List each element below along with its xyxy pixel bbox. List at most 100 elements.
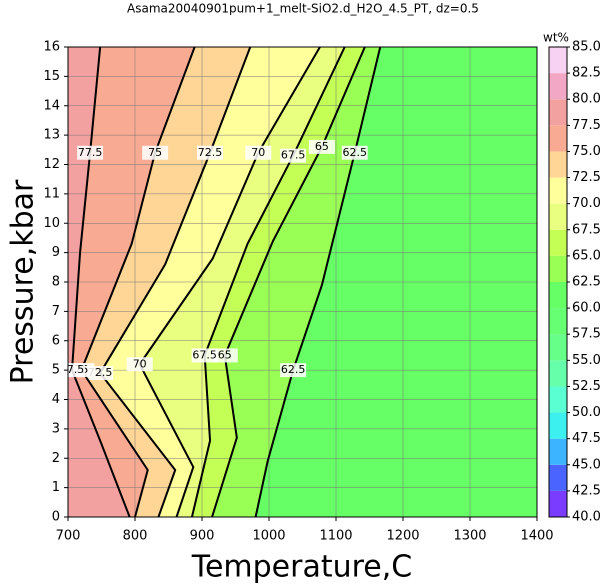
colorbar-swatch — [549, 308, 567, 335]
y-tick-label: 0 — [52, 510, 60, 525]
y-tick-label: 11 — [43, 186, 60, 201]
y-tick-label: 4 — [52, 392, 60, 407]
y-tick-label: 2 — [52, 451, 60, 466]
contour-label-bg — [211, 348, 238, 363]
colorbar-swatch — [549, 386, 567, 413]
colorbar-swatch — [549, 203, 567, 230]
colorbar-swatch — [549, 255, 567, 282]
colorbar-tick-label: 55.0 — [572, 353, 601, 368]
contour-line — [138, 47, 321, 517]
contour-line — [98, 47, 252, 517]
contour-label: 70 — [133, 357, 147, 370]
x-axis-label: Temperature,C — [191, 550, 413, 585]
y-tick-label: 1 — [52, 480, 60, 495]
colorbar-tick-label: 70.0 — [572, 196, 601, 211]
colorbar-swatch — [549, 125, 567, 152]
x-tick-label: 800 — [123, 529, 148, 544]
x-tick-label: 900 — [190, 529, 215, 544]
chart-title: Asama20040901pum+1_melt-SiO2.d_H2O_4.5_P… — [127, 2, 479, 16]
y-tick-label: 5 — [52, 363, 60, 378]
colorbar-swatch — [549, 73, 567, 100]
contour-label-bg — [68, 363, 86, 378]
contour-line — [190, 47, 346, 517]
contour-label: 77.5 — [60, 363, 85, 376]
y-tick-label: 8 — [52, 275, 60, 290]
contour-label: 65 — [315, 140, 329, 153]
colorbar-tick-label: 57.5 — [572, 327, 601, 342]
colorbar-tick-label: 85.0 — [572, 40, 601, 55]
colorbar-swatch — [549, 229, 567, 256]
y-tick-label: 6 — [52, 333, 60, 348]
contour-label-bg — [308, 139, 335, 154]
y-tick-label: 14 — [43, 98, 60, 113]
y-tick-label: 16 — [43, 40, 60, 55]
colorbar-tick-label: 52.5 — [572, 379, 601, 394]
contour-label-bg — [197, 145, 224, 160]
colorbar-tick-label: 47.5 — [572, 431, 601, 446]
contour-label: 77.5 — [78, 146, 103, 159]
y-tick-label: 7 — [52, 304, 60, 319]
contour-line — [211, 47, 366, 517]
contour-label-bg — [77, 145, 104, 160]
colorbar-tick-label: 40.0 — [572, 510, 601, 525]
contour-label-bg — [191, 348, 218, 363]
contour-label: 70 — [251, 146, 265, 159]
contour-line — [71, 47, 131, 517]
colorbar-tick-label: 80.0 — [572, 92, 601, 107]
contour-label-bg — [245, 145, 272, 160]
colorbar-tick-label: 65.0 — [572, 248, 601, 263]
colorbar-tick-label: 42.5 — [572, 483, 601, 498]
colorbar-swatch — [549, 360, 567, 387]
colorbar-swatch — [549, 464, 567, 491]
x-tick-label: 700 — [56, 529, 81, 544]
colorbar-tick-label: 50.0 — [572, 405, 601, 420]
colorbar-tick-label: 67.5 — [572, 222, 601, 237]
y-tick-label: 13 — [43, 128, 60, 143]
contour-label-bg — [341, 145, 368, 160]
x-tick-label: 1400 — [520, 529, 553, 544]
colorbar-swatch — [549, 334, 567, 361]
colorbar-swatch — [549, 490, 567, 517]
contour-label-bg — [280, 148, 307, 163]
y-axis-label: Pressure,kbar — [6, 179, 41, 384]
colorbar-swatch — [549, 151, 567, 178]
y-tick-label: 15 — [43, 69, 60, 84]
colorbar-tick-label: 45.0 — [572, 457, 601, 472]
colorbar-tick-label: 77.5 — [572, 118, 601, 133]
colorbar-swatch — [549, 47, 567, 74]
contour-label-bg — [142, 145, 169, 160]
colorbar-swatch — [549, 282, 567, 309]
colorbar-label: wt% — [543, 31, 569, 45]
x-tick-label: 1300 — [453, 529, 486, 544]
contour-line — [254, 47, 382, 517]
contour-label: 62.5 — [281, 363, 306, 376]
plot-area: 62.562.5656567.567.5707072.572.5757577.5… — [60, 47, 537, 517]
colorbar-tick-label: 60.0 — [572, 301, 601, 316]
colorbar-tick-label: 75.0 — [572, 144, 601, 159]
y-tick-label: 12 — [43, 157, 60, 172]
contour-label: 65 — [218, 348, 232, 361]
contour-label-bg — [126, 357, 153, 372]
contour-label: 75 — [148, 146, 162, 159]
contour-label: 67.5 — [192, 348, 217, 361]
colorbar-tick-label: 72.5 — [572, 170, 601, 185]
colorbar-swatch — [549, 412, 567, 439]
colorbar-swatch — [549, 99, 567, 126]
x-tick-label: 1100 — [319, 529, 352, 544]
contour-label: 72.5 — [198, 146, 223, 159]
contour-label-bg — [280, 363, 307, 378]
colorbar-tick-label: 82.5 — [572, 66, 601, 81]
y-tick-label: 9 — [52, 245, 60, 260]
contour-label: 62.5 — [343, 146, 368, 159]
contour-line — [80, 47, 196, 517]
colorbar-swatch — [549, 177, 567, 204]
x-tick-label: 1000 — [252, 529, 285, 544]
contour-label: 67.5 — [281, 149, 306, 162]
y-tick-label: 3 — [52, 421, 60, 436]
colorbar-tick-label: 62.5 — [572, 275, 601, 290]
x-tick-label: 1200 — [386, 529, 419, 544]
colorbar-swatch — [549, 438, 567, 465]
y-tick-label: 10 — [43, 216, 60, 231]
